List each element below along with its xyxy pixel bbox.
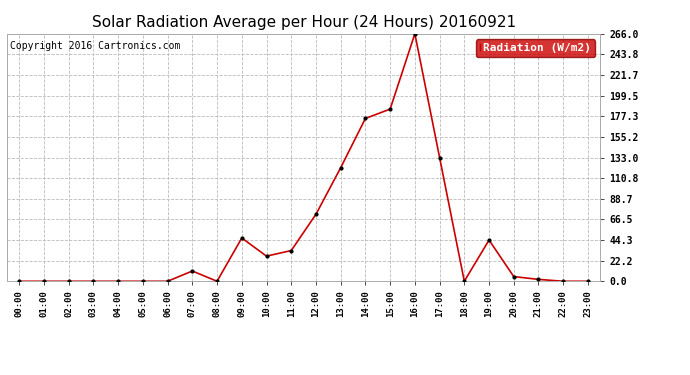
Legend: Radiation (W/m2): Radiation (W/m2) xyxy=(475,39,595,57)
Text: Copyright 2016 Cartronics.com: Copyright 2016 Cartronics.com xyxy=(10,41,180,51)
Title: Solar Radiation Average per Hour (24 Hours) 20160921: Solar Radiation Average per Hour (24 Hou… xyxy=(92,15,515,30)
